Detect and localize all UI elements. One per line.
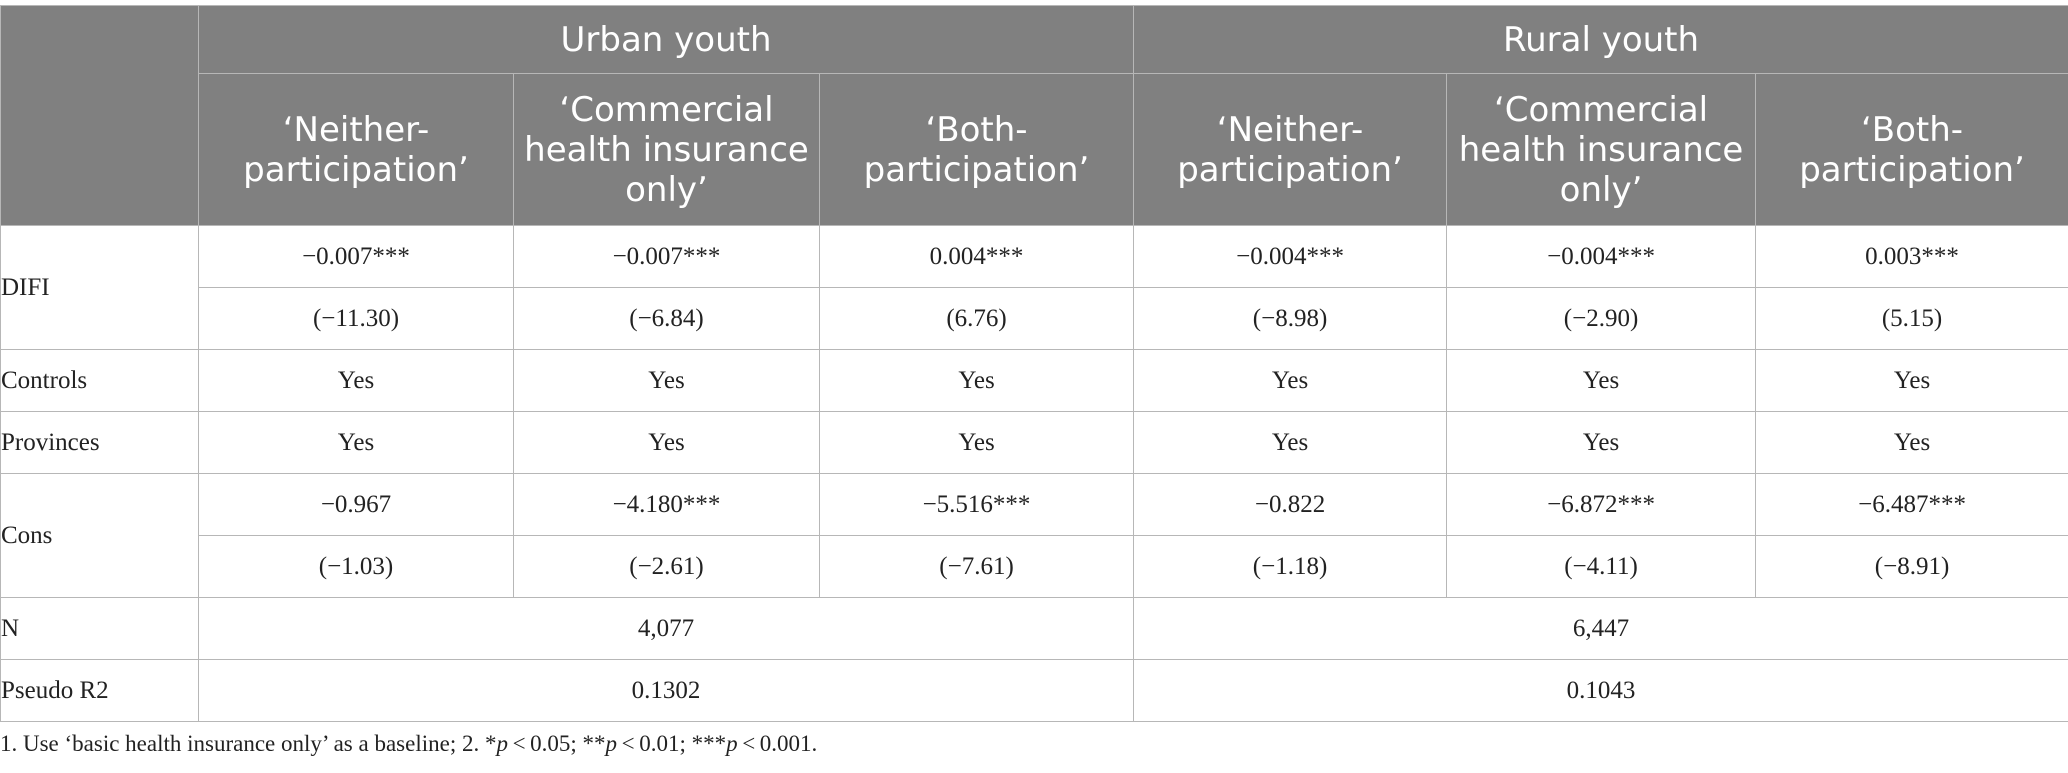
table-row-provinces: Provinces Yes Yes Yes Yes Yes Yes bbox=[0, 411, 2068, 474]
table-row-pseudo-r2: Pseudo R2 0.1302 0.1043 bbox=[0, 659, 2068, 722]
table-cell: −0.004*** bbox=[1446, 225, 1757, 288]
table-cell: Yes bbox=[198, 411, 514, 474]
table-cell: (−8.98) bbox=[1133, 287, 1448, 350]
footnote-p-symbol: p bbox=[496, 731, 508, 756]
row-label-provinces: Provinces bbox=[0, 411, 199, 474]
table-cell: 0.004*** bbox=[818, 225, 1135, 288]
column-header: ‘Neither-participation’ bbox=[1133, 73, 1448, 226]
table-cell: Yes bbox=[513, 349, 820, 412]
footnote-p-symbol: p bbox=[605, 731, 618, 756]
table-row-n: N 4,077 6,447 bbox=[0, 597, 2068, 660]
table-cell: 6,447 bbox=[1133, 597, 2068, 660]
table-cell: (−2.61) bbox=[513, 535, 820, 598]
table-row-difi-t: (−11.30) (−6.84) (6.76) (−8.98) (−2.90) … bbox=[1, 287, 2068, 350]
row-label-cons: Cons bbox=[0, 473, 199, 598]
column-header: ‘Both-participation’ bbox=[1755, 73, 2068, 226]
footnote-text: < 0.001. bbox=[737, 731, 818, 756]
table-cell: −6.872*** bbox=[1446, 473, 1757, 536]
table-row-cons-t: (−1.03) (−2.61) (−7.61) (−1.18) (−4.11) … bbox=[1, 535, 2068, 598]
footnote-text: < 0.05; ** bbox=[507, 731, 606, 756]
table-footnote: 1. Use ‘basic health insurance only’ as … bbox=[0, 731, 817, 757]
table-cell: −0.967 bbox=[198, 473, 514, 536]
footnote-p-symbol: p bbox=[726, 731, 738, 756]
row-label-difi: DIFI bbox=[0, 225, 199, 350]
group-header-rural: Rural youth bbox=[1133, 5, 2068, 74]
table-cell: (−6.84) bbox=[513, 287, 820, 350]
column-header: ‘Neither-participation’ bbox=[198, 73, 514, 226]
table-cell: (−1.18) bbox=[1133, 535, 1448, 598]
table-cell: 0.1302 bbox=[197, 659, 1135, 722]
footnote-text: 1. Use ‘basic health insurance only’ as … bbox=[0, 731, 497, 756]
table-cell: Yes bbox=[513, 411, 820, 474]
table-cell: −0.007*** bbox=[198, 225, 514, 288]
table-cell: −0.007*** bbox=[513, 225, 820, 288]
table-row-difi-coef: DIFI −0.007*** −0.007*** 0.004*** −0.004… bbox=[0, 225, 2068, 350]
table-cell: (−11.30) bbox=[198, 287, 514, 350]
row-label-controls: Controls bbox=[0, 349, 199, 412]
table-cell: 0.003*** bbox=[1755, 225, 2068, 288]
group-header-urban: Urban youth bbox=[197, 5, 1135, 74]
table-cell: Yes bbox=[198, 349, 514, 412]
results-table: Urban youth Rural youth ‘Neither-partici… bbox=[0, 5, 2068, 722]
table-cell: Yes bbox=[1133, 349, 1448, 412]
table-cell: −4.180*** bbox=[513, 473, 820, 536]
column-header-row: ‘Neither-participation’ ‘Commercial heal… bbox=[1, 73, 2068, 226]
table-cell: Yes bbox=[1755, 411, 2068, 474]
table-row-cons-coef: Cons −0.967 −4.180*** −5.516*** −0.822 −… bbox=[0, 473, 2068, 598]
table-cell: (6.76) bbox=[818, 287, 1135, 350]
column-header: ‘Commercial health insurance only’ bbox=[513, 73, 820, 226]
table-cell: Yes bbox=[1446, 349, 1757, 412]
table-cell: Yes bbox=[1755, 349, 2068, 412]
table-cell: −6.487*** bbox=[1755, 473, 2068, 536]
group-header-row: Urban youth Rural youth bbox=[0, 5, 2068, 226]
table-cell: (−8.91) bbox=[1755, 535, 2068, 598]
table-cell: Yes bbox=[1446, 411, 1757, 474]
row-label-pseudo-r2: Pseudo R2 bbox=[0, 659, 199, 722]
table-cell: Yes bbox=[818, 349, 1135, 412]
table-cell: 4,077 bbox=[197, 597, 1135, 660]
row-label-n: N bbox=[0, 597, 199, 660]
table-cell: (5.15) bbox=[1755, 287, 2068, 350]
column-header: ‘Both-participation’ bbox=[818, 73, 1135, 226]
corner-cell bbox=[0, 5, 199, 226]
footnote-text: < 0.01; *** bbox=[617, 731, 727, 756]
table-cell: (−4.11) bbox=[1446, 535, 1757, 598]
table-cell: 0.1043 bbox=[1133, 659, 2068, 722]
table-cell: −5.516*** bbox=[818, 473, 1135, 536]
table-cell: (−2.90) bbox=[1446, 287, 1757, 350]
table-cell: Yes bbox=[818, 411, 1135, 474]
column-header: ‘Commercial health insurance only’ bbox=[1446, 73, 1757, 226]
table-cell: −0.004*** bbox=[1133, 225, 1448, 288]
table-cell: (−1.03) bbox=[198, 535, 514, 598]
table-cell: −0.822 bbox=[1133, 473, 1448, 536]
table-row-controls: Controls Yes Yes Yes Yes Yes Yes bbox=[0, 349, 2068, 412]
table-cell: (−7.61) bbox=[818, 535, 1135, 598]
table-cell: Yes bbox=[1133, 411, 1448, 474]
